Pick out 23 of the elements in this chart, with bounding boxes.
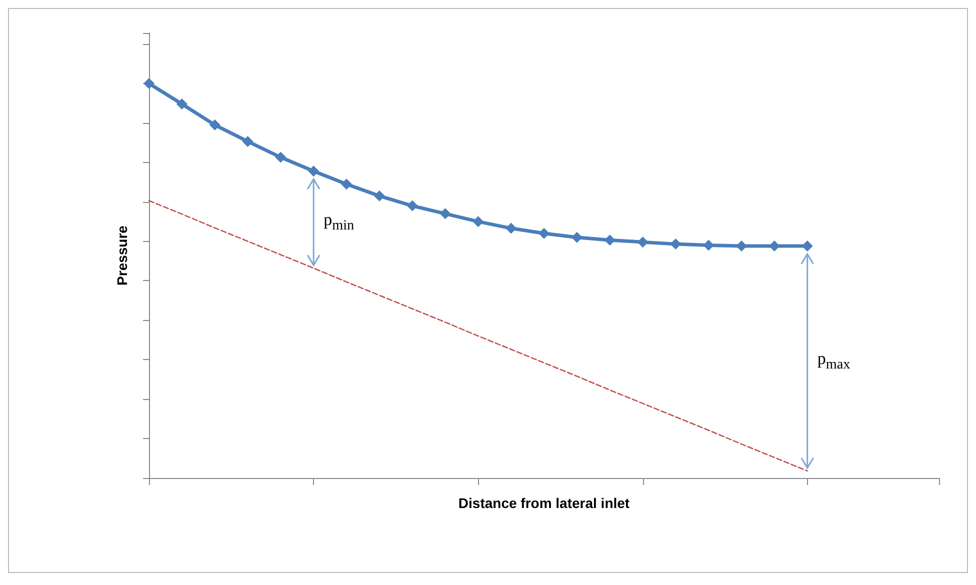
annotation: p$_{min}$ — [324, 210, 354, 234]
point — [571, 232, 582, 243]
x-axis-title: Distance from lateral inlet — [458, 495, 630, 511]
y-axis-title: Pressure — [114, 225, 130, 286]
point — [275, 152, 286, 163]
point — [670, 238, 682, 250]
point — [538, 228, 550, 239]
annotation: p$_{max}$ — [817, 348, 850, 374]
point — [209, 119, 220, 130]
point — [176, 98, 188, 110]
point — [506, 222, 517, 234]
point — [472, 216, 484, 228]
point — [144, 78, 154, 89]
point — [703, 240, 714, 251]
point — [341, 178, 352, 190]
point — [440, 208, 451, 220]
point — [637, 236, 648, 248]
point — [406, 200, 418, 212]
point — [736, 240, 747, 252]
point — [604, 234, 616, 246]
point — [308, 166, 320, 177]
point — [242, 136, 254, 147]
point — [374, 190, 385, 202]
